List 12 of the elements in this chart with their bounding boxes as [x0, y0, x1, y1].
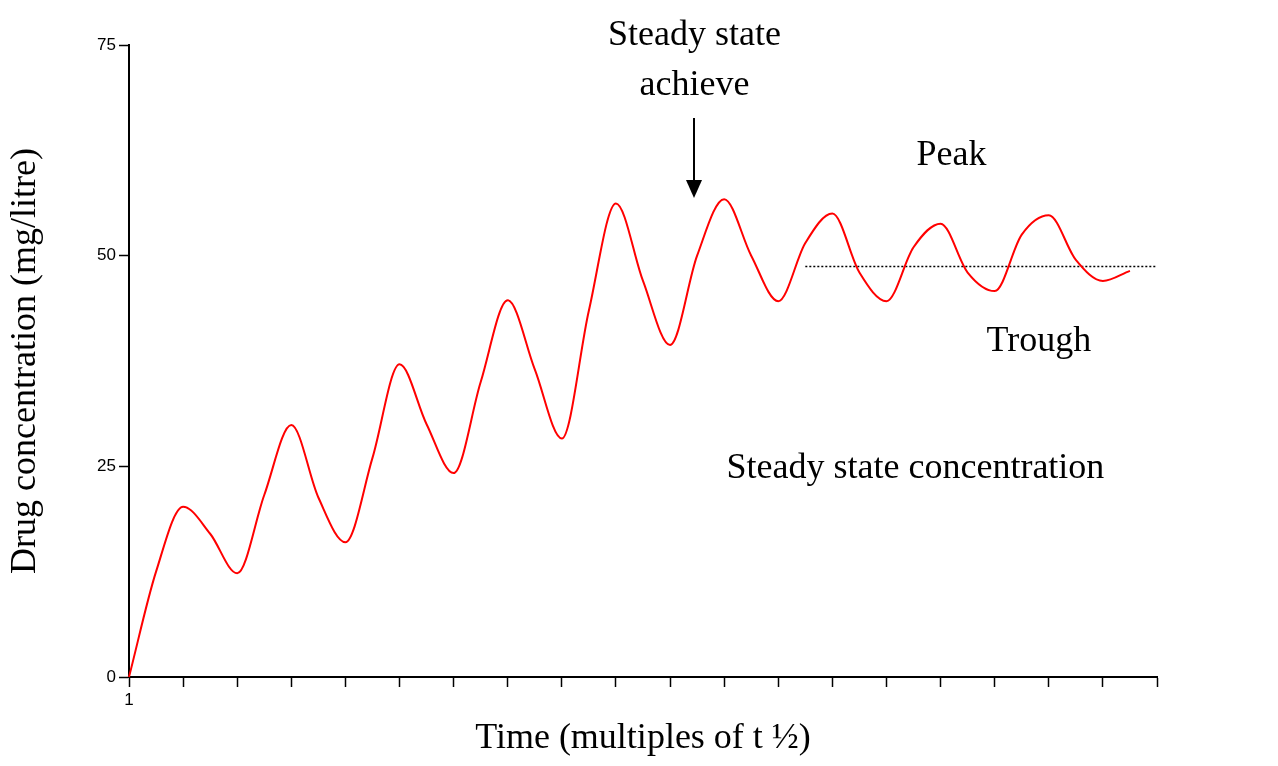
annotation: Steady state concentration [726, 445, 1105, 486]
x-tick-label: 1 [124, 689, 134, 709]
y-tick-label: 25 [97, 456, 116, 476]
annotation: Trough [986, 319, 1092, 360]
annotation: Peak [916, 133, 987, 174]
y-tick-label: 0 [106, 666, 116, 686]
x-axis-title: Time (multiples of t ½) [475, 715, 811, 756]
annotation: Steady state achieve [607, 12, 781, 103]
line-series [128, 198, 1131, 678]
y-tick-label: 50 [97, 245, 116, 265]
y-tick-label: 75 [97, 34, 116, 54]
y-axis-title: Drug concentration (mg/litre) [3, 148, 44, 574]
